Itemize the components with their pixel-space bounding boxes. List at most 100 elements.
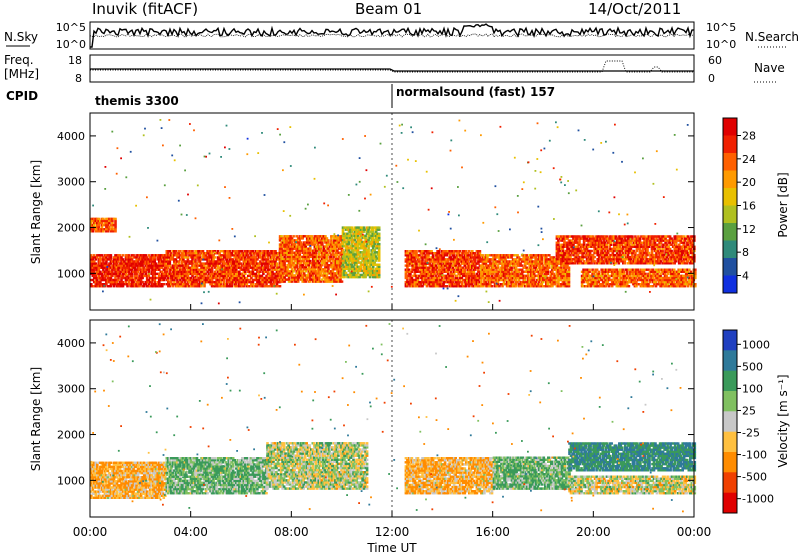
heatmap-cell [194,250,197,253]
heatmap-cell [135,264,138,267]
heatmap-cell [361,236,364,240]
heatmap-cell [425,285,429,288]
heatmap-cell [551,270,554,273]
heatmap-cell [207,278,211,282]
heatmap-cell [253,256,256,259]
heatmap-cell [194,276,197,280]
heatmap-cell [309,276,312,279]
heatmap-cell [127,266,131,269]
heatmap-cell [339,257,342,261]
heatmap-cell [268,272,271,276]
heatmap-cell [305,264,309,267]
heatmap-cell [222,285,226,288]
heatmap-cell [336,257,339,261]
heatmap-cell [352,255,355,258]
heatmap-cell [221,264,224,267]
heatmap-cell [316,249,320,252]
heatmap-cell [307,261,310,265]
heatmap-cell [421,268,424,271]
heatmap-cell [111,266,114,269]
heatmap-cell [287,247,291,250]
heatmap-cell [192,280,196,284]
heatmap-cell [341,271,345,275]
heatmap-cell [296,270,300,273]
heatmap-cell [96,283,99,286]
heatmap-cell [238,285,241,288]
heatmap-cell [344,244,348,248]
heatmap-cell [373,269,376,273]
heatmap-cell [257,266,261,269]
heatmap-cell [126,274,129,278]
heatmap-cell [333,268,336,271]
heatmap-cell [347,255,351,258]
heatmap-cell [362,242,366,246]
heatmap-cell [362,259,366,262]
heatmap-cell [266,262,270,265]
heatmap-cell [358,251,361,254]
heatmap-cell [324,251,327,254]
heatmap-cell [212,258,215,261]
heatmap-cell [154,264,158,267]
heatmap-cell [374,234,378,237]
heatmap-cell [124,262,128,265]
nave-label: Nave [754,61,785,75]
heatmap-cell [428,278,432,282]
heatmap-cell [298,268,301,271]
heatmap-cell [424,270,427,273]
heatmap-cell [337,239,341,242]
heatmap-cell [189,250,193,253]
heatmap-cell [176,270,179,273]
heatmap-cell [192,285,196,288]
heatmap-cell [129,274,132,278]
heatmap-cell [182,254,185,257]
heatmap-cell [284,268,288,271]
heatmap-cell [361,242,364,246]
heatmap-cell [325,276,329,279]
heatmap-cell [268,274,271,278]
heatmap-cell [91,272,95,276]
heatmap-cell [114,262,117,265]
heatmap-cell [427,280,430,284]
heatmap-cell [203,252,206,255]
heatmap-cell [221,276,224,280]
heatmap-cell [299,243,303,246]
heatmap-cell [318,268,321,271]
heatmap-cell [265,262,268,265]
heatmap-cell [443,250,447,253]
heatmap-cell [328,270,332,273]
heatmap-cell [377,232,381,235]
heatmap-cell [422,278,426,282]
heatmap-cell [355,257,358,260]
heatmap-cell [330,247,333,250]
heatmap-cell [99,258,102,261]
heatmap-cell [123,266,126,269]
heatmap-cell [219,272,223,276]
heatmap-cell [355,273,358,277]
heatmap-cell [278,243,282,246]
heatmap-cell [278,261,282,265]
heatmap-cell [191,250,194,253]
heatmap-cell [115,272,119,276]
heatmap-cell [310,266,314,269]
heatmap-cell [266,258,270,261]
heatmap-cell [173,280,176,284]
heatmap-cell [322,249,326,252]
heatmap-cell [280,261,283,265]
heatmap-cell [206,278,209,282]
heatmap-cell [283,253,286,256]
heatmap-cell [284,243,288,246]
heatmap-cell [177,274,181,278]
heatmap-cell [324,241,327,244]
heatmap-cell [262,276,265,280]
heatmap-cell [344,236,348,240]
heatmap-cell [106,268,110,271]
heatmap-cell [130,278,134,282]
heatmap-cell [201,272,205,276]
heatmap-cell [121,258,125,261]
heatmap-cell [108,254,111,257]
heatmap-cell [195,262,199,265]
heatmap-cell [188,268,191,271]
heatmap-cell [448,258,451,261]
heatmap-cell [164,276,167,280]
heatmap-cell [448,276,451,280]
